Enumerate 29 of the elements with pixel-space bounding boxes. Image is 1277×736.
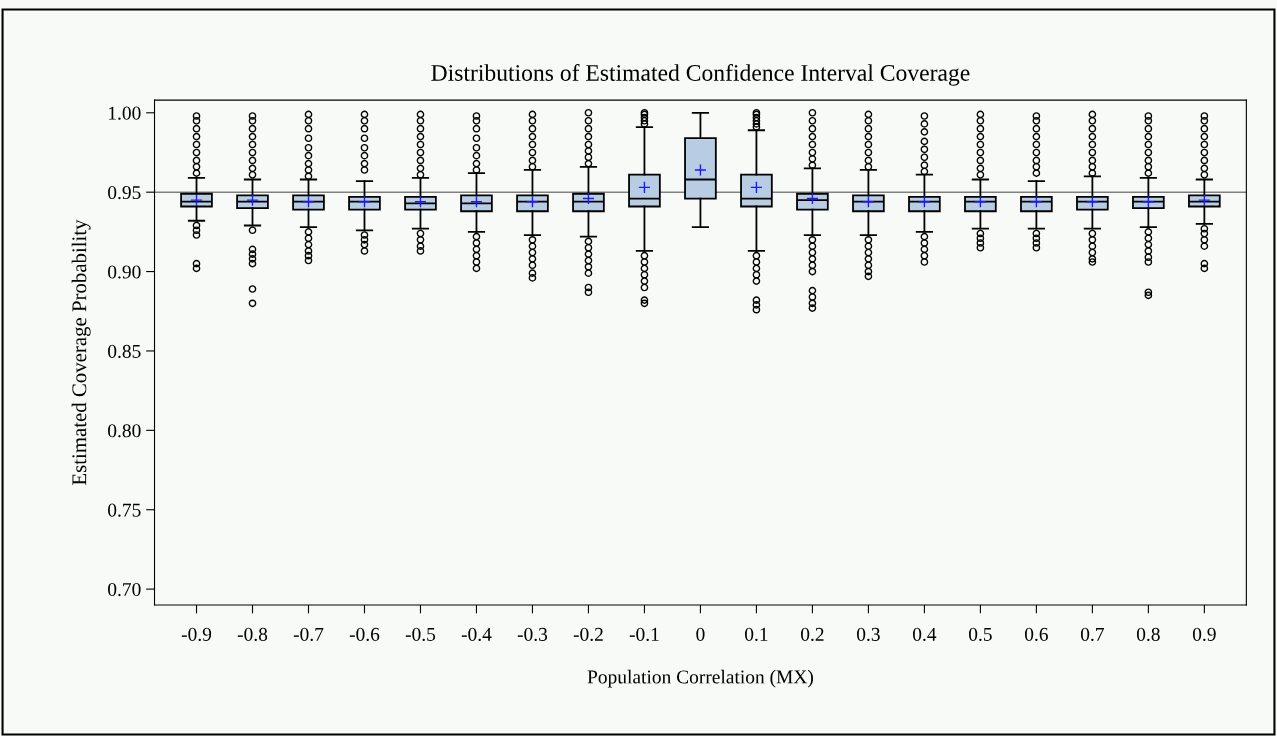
y-tick-label: 0.95 bbox=[108, 186, 141, 200]
y-axis-title: Estimated Coverage Probability bbox=[71, 219, 91, 486]
y-tick-label: 0.80 bbox=[108, 424, 141, 438]
x-tick-label: 0.7 bbox=[1080, 627, 1104, 641]
y-tick-label: 1.00 bbox=[109, 106, 141, 120]
y-tick-label: 0.70 bbox=[108, 582, 141, 597]
x-tick-label: -0.6 bbox=[349, 627, 380, 641]
x-tick-label: 0.1 bbox=[745, 627, 768, 641]
x-tick-label: -0.2 bbox=[573, 627, 603, 641]
y-tick-label: 0.75 bbox=[108, 503, 141, 517]
x-tick-label: 0.8 bbox=[1136, 627, 1160, 641]
x-tick-label: -0.8 bbox=[237, 627, 268, 641]
x-tick-label: -0.9 bbox=[181, 627, 212, 641]
x-tick-label: 0.9 bbox=[1192, 627, 1216, 641]
x-tick-label: -0.4 bbox=[461, 627, 492, 641]
y-tick-label: 0.85 bbox=[108, 344, 141, 358]
x-tick-label: 0.2 bbox=[801, 627, 824, 641]
x-tick-label: 0.4 bbox=[912, 627, 937, 641]
x-tick-label: -0.3 bbox=[517, 627, 548, 641]
y-tick-label: 0.90 bbox=[108, 265, 141, 279]
x-tick-label: -0.1 bbox=[629, 627, 659, 641]
x-tick-label: -0.7 bbox=[293, 627, 324, 641]
chart-title: Distributions of Estimated Confidence Interval Coverage bbox=[431, 64, 970, 86]
x-tick-label: 0.5 bbox=[968, 627, 992, 641]
x-tick-label: 0 bbox=[696, 627, 705, 641]
x-tick-label: 0.3 bbox=[857, 627, 880, 641]
x-axis-title: Population Correlation (MX) bbox=[587, 669, 813, 688]
x-tick-label: -0.5 bbox=[405, 627, 436, 641]
x-tick-label: 0.6 bbox=[1024, 627, 1048, 641]
